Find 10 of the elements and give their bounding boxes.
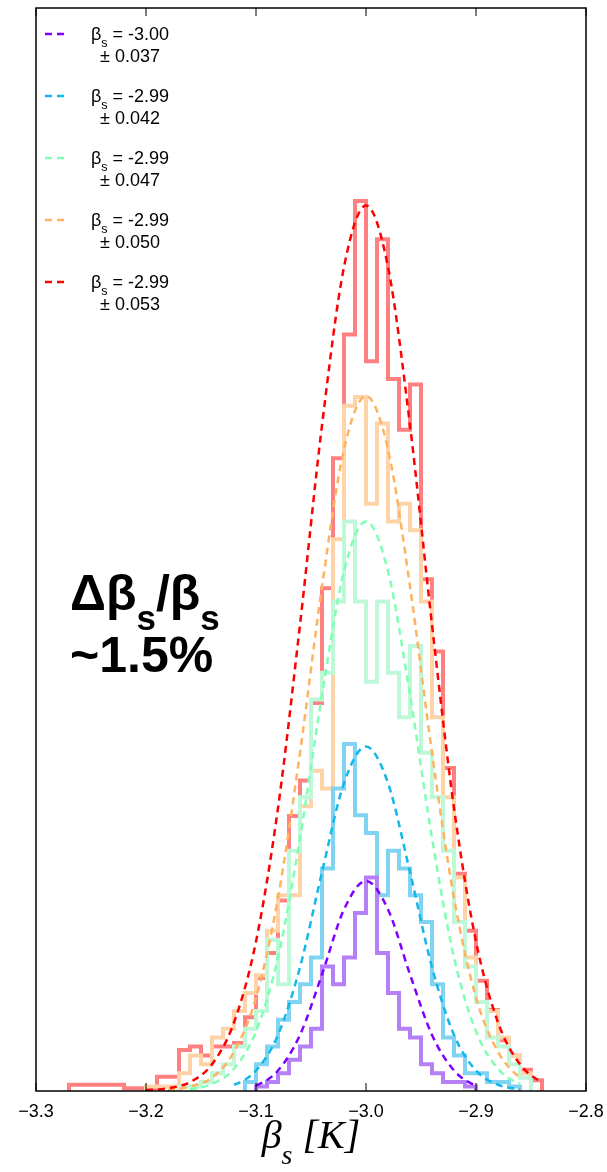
- x-tick-label: −3.3: [18, 1101, 54, 1121]
- x-tick-label: −3.2: [128, 1101, 164, 1121]
- legend-label: β$_{s}$ = -2.99 ± 0.050: [90, 210, 170, 252]
- legend-label: β$_{s}$ = -2.99 ± 0.053: [90, 272, 170, 314]
- legend-label: β$_{s}$ = -2.99 ± 0.042: [90, 86, 170, 128]
- legend-label: β$_{s}$ = -2.99 ± 0.047: [90, 148, 170, 190]
- legend-label: β$_{s}$ = -3.00 ± 0.037: [90, 24, 170, 66]
- x-tick-label: −2.8: [568, 1101, 604, 1121]
- annotation: Δβ$_{s}$/β$_{s}$ ~1.5%: [70, 565, 220, 683]
- x-tick-label: −2.9: [458, 1101, 494, 1121]
